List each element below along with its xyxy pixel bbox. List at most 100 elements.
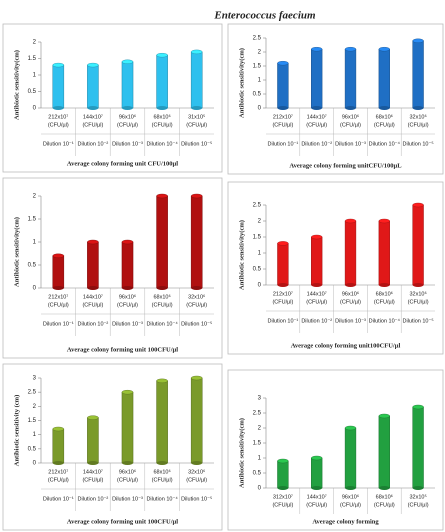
- category-label: 32x10⁶: [409, 113, 426, 120]
- unit-label: (CFU/µl): [272, 299, 293, 305]
- unit-label: (CFU/µl): [117, 477, 138, 483]
- bar: [311, 236, 323, 286]
- bar-base: [121, 461, 134, 465]
- unit-label: (CFU/µl): [272, 122, 293, 128]
- dilution-label: Dilution 10⁻⁵: [181, 140, 212, 147]
- unit-label: (CFU/µl): [117, 302, 138, 308]
- bar: [121, 241, 134, 289]
- category-label: 68x10⁶: [153, 113, 170, 120]
- bar: [412, 204, 424, 286]
- category-label: 68x10⁶: [376, 113, 393, 120]
- unit-label: (CFU/µl): [374, 122, 395, 128]
- bar-base: [378, 106, 390, 110]
- y-tick-label: 1: [33, 240, 37, 246]
- bar-base: [277, 106, 289, 110]
- category-label: 96x10⁶: [342, 493, 359, 500]
- y-tick-label: 2: [33, 404, 37, 410]
- bar-base: [156, 461, 168, 465]
- unit-label: (CFU/µl): [82, 477, 103, 483]
- dilution-label: Dilution 10⁻⁴: [146, 320, 178, 327]
- bar-base: [156, 286, 168, 290]
- category-label: 68x10⁶: [376, 290, 393, 297]
- y-tick-label: 0: [33, 461, 37, 467]
- bar-base: [345, 486, 356, 490]
- y-tick-label: 3: [33, 376, 37, 382]
- unit-label: (CFU/µl): [82, 302, 103, 308]
- unit-label: (CFU/µl): [272, 502, 293, 508]
- y-tick-label: 1.5: [28, 217, 37, 223]
- dilution-label: Dilution 10⁻⁴: [146, 495, 178, 502]
- dilution-label: Dilution 10⁻³: [335, 318, 366, 324]
- bar: [277, 62, 289, 109]
- dilution-label: Dilution 10⁻¹: [43, 496, 74, 502]
- y-tick-label: 0: [33, 286, 37, 292]
- bar: [52, 428, 65, 464]
- bar-base: [87, 286, 99, 290]
- y-tick-label: 0.5: [28, 446, 37, 452]
- bar-base: [277, 283, 289, 287]
- bar-cap: [344, 218, 357, 224]
- unit-label: (CFU/µl): [306, 122, 327, 128]
- unit-label: (CFU/µl): [340, 122, 361, 128]
- dilution-label: Dilution 10⁻⁵: [403, 140, 434, 147]
- bar-base: [378, 486, 390, 490]
- y-axis-label: Antibiotic sensitivity(cm): [13, 50, 20, 120]
- category-label: 212x10⁷: [48, 113, 68, 120]
- dilution-label: Dilution 10⁻⁵: [181, 320, 212, 327]
- unit-label: (CFU/µl): [408, 122, 429, 128]
- bar-base: [52, 286, 64, 290]
- dilution-label: Dilution 10⁻²: [78, 496, 109, 502]
- bar-cap: [412, 404, 424, 410]
- category-label: 144x10⁷: [307, 113, 327, 120]
- bar: [277, 460, 289, 489]
- dilution-label: Dilution 10⁻²: [301, 141, 332, 147]
- dilution-label: Dilution 10⁻²: [78, 321, 109, 327]
- bar-base: [311, 106, 323, 110]
- bar-cap: [156, 53, 168, 58]
- bar: [277, 243, 289, 286]
- bar-base: [121, 106, 134, 110]
- dilution-label: Dilution 10⁻³: [335, 141, 366, 147]
- y-axis-label: Antibiotic sensitivity(cm): [13, 217, 20, 287]
- category-label: 96x10⁶: [119, 113, 136, 120]
- category-label: 68x10⁶: [153, 468, 170, 475]
- bar-base: [191, 461, 203, 465]
- category-label: 96x10⁶: [342, 113, 359, 120]
- bar: [87, 64, 99, 109]
- dilution-label: Dilution 10⁻⁵: [403, 317, 434, 324]
- bar: [87, 241, 99, 289]
- y-tick-label: 1: [258, 456, 262, 462]
- unit-label: (CFU/µl): [408, 502, 429, 508]
- bar-base: [156, 106, 168, 110]
- category-label: 32x10⁶: [409, 290, 426, 297]
- x-axis-label: Average colony forming: [312, 518, 379, 525]
- bar: [156, 195, 168, 289]
- y-tick-label: 1: [33, 432, 37, 438]
- bar-base: [191, 106, 203, 110]
- bar-base: [191, 286, 203, 290]
- dilution-label: Dilution 10⁻²: [301, 318, 332, 324]
- y-tick-label: 2.5: [253, 36, 262, 42]
- y-tick-label: 2: [258, 219, 262, 225]
- bar-base: [345, 283, 356, 287]
- bar-cap: [378, 413, 390, 419]
- bar-cap: [311, 455, 323, 461]
- category-label: 212x10⁷: [273, 290, 293, 297]
- bar: [378, 415, 390, 489]
- dilution-label: Dilution 10⁻⁵: [181, 495, 212, 502]
- y-tick-label: 0: [258, 486, 262, 492]
- category-label: 68x10⁶: [153, 293, 170, 300]
- bar-cap: [311, 234, 323, 240]
- bar: [190, 51, 203, 109]
- bar: [87, 417, 99, 464]
- y-tick-label: 0.5: [253, 471, 262, 477]
- category-label: 144x10⁷: [83, 113, 103, 120]
- bar: [52, 255, 65, 289]
- bar-cap: [121, 389, 134, 395]
- bar-base: [412, 486, 424, 490]
- x-axis-label: Average colony forming unit CFU/100µl: [67, 160, 178, 167]
- y-tick-label: 2: [258, 426, 262, 432]
- y-tick-label: 2: [33, 194, 37, 200]
- bar: [190, 377, 203, 464]
- bar-cap: [311, 47, 323, 52]
